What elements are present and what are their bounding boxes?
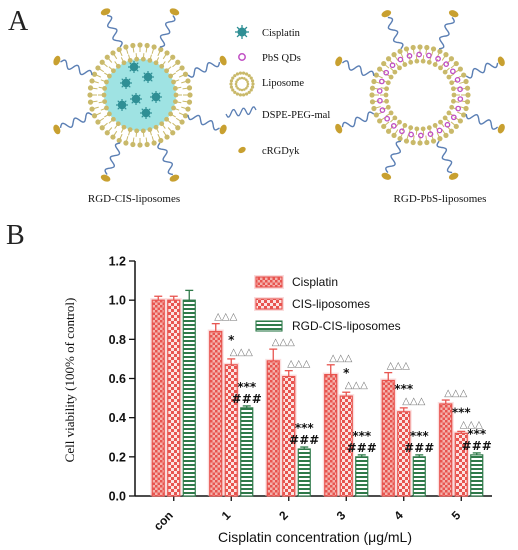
y-tick-label: 0.6: [109, 372, 126, 386]
bar-cisplatin-4: [381, 379, 395, 497]
significance-annotation: ###: [232, 392, 262, 406]
legend-swatch: [255, 298, 283, 310]
bar-cisplatin-5: [439, 403, 453, 497]
significance-annotation: ***: [237, 380, 257, 394]
bar-cis-liposomes-1: [224, 364, 238, 497]
x-tick-label: 4: [391, 508, 406, 523]
significance-annotation: ***: [452, 405, 472, 419]
liposome-icon: [229, 71, 255, 97]
bar-cisplatin-2: [266, 360, 280, 497]
panel-a-letter: A: [8, 6, 29, 37]
panel-b-letter: B: [6, 220, 25, 251]
significance-annotation: ***: [352, 429, 372, 443]
legend-label: RGD-CIS-liposomes: [292, 319, 401, 333]
bar-halo: [280, 374, 297, 496]
pbs-qd-icon: [238, 53, 246, 61]
y-tick-label: 1.2: [109, 255, 126, 269]
significance-annotation: *: [343, 366, 350, 380]
bar-halo: [453, 431, 470, 496]
bar-rgd-cis-liposomes-1: [240, 407, 254, 497]
significance-annotation: ###: [462, 439, 492, 453]
significance-annotation: ###: [347, 441, 377, 455]
schematic-legend-label: Liposome: [262, 78, 304, 89]
bar-rgd-cis-liposomes-2: [297, 448, 311, 497]
significance-annotation: ***: [295, 421, 315, 435]
significance-annotation: △△△: [272, 337, 295, 348]
bar-cis-liposomes-2: [282, 375, 296, 497]
cisplatin-icon: [235, 25, 249, 39]
significance-annotation: ***: [410, 429, 430, 443]
dspe-peg-mal-icon: [225, 106, 257, 118]
bar-halo: [165, 298, 182, 496]
bar-halo: [207, 329, 224, 496]
bar-rgd-cis-liposomes-3: [355, 456, 369, 497]
schematic-legend-label: DSPE-PEG-mal: [262, 110, 330, 121]
y-tick-label: 0.2: [109, 450, 126, 464]
y-tick-label: 0.8: [109, 333, 126, 347]
significance-annotation: △△△: [329, 353, 352, 364]
bar-cis-liposomes-4: [397, 411, 411, 497]
bar-halo: [223, 362, 240, 496]
schematic-legend-label: PbS QDs: [262, 53, 301, 64]
significance-annotation: △△△: [345, 380, 368, 391]
bar-cisplatin-3: [324, 373, 338, 497]
y-tick-label: 0.0: [109, 490, 126, 504]
legend-swatch: [255, 276, 283, 288]
bar-cis-liposomes-3: [339, 395, 353, 497]
x-axis-label: Cisplatin concentration (μg/mL): [218, 529, 412, 545]
rgd-cis-liposome-diagram: [53, 8, 227, 182]
schematic-legend-label: cRGDyk: [262, 146, 300, 157]
significance-annotation: △△△: [230, 347, 253, 358]
legend-label: Cisplatin: [292, 275, 338, 289]
legend-item: RGD-CIS-liposomes: [255, 319, 401, 333]
x-tick-label: con: [151, 508, 176, 533]
legend-item: CIS-liposomes: [254, 297, 370, 311]
bar-rgd-cis-liposomes-con: [182, 299, 196, 497]
legend-label: CIS-liposomes: [292, 297, 370, 311]
bar-halo: [265, 358, 282, 496]
crgdyk-icon: [238, 146, 246, 154]
schematic-legend-label: Cisplatin: [262, 28, 301, 39]
y-tick-label: 1.0: [109, 294, 126, 308]
significance-annotation: △△△: [287, 359, 310, 370]
y-axis-label: Cell viability (100% of control): [62, 298, 77, 463]
bar-halo: [380, 378, 397, 496]
y-tick-label: 0.4: [109, 411, 126, 425]
significance-annotation: △△△: [387, 361, 410, 372]
caption-rgd-pbs-liposomes: RGD-PbS-liposomes: [394, 193, 487, 205]
liposome-schematic: Cisplatin PbS QDs Liposome DSPE-PEG-mal cRGD…: [53, 8, 505, 205]
significance-annotation: ***: [467, 427, 487, 441]
bar-cis-liposomes-5: [454, 432, 468, 497]
significance-annotation: △△△: [460, 419, 483, 430]
schematic-legend: Cisplatin PbS QDs Liposome DSPE-PEG-mal cRGD…: [225, 25, 330, 157]
bar-halo: [322, 372, 339, 496]
bar-halo: [395, 409, 412, 496]
significance-annotation: △△△: [444, 388, 467, 399]
significance-annotation: △△△: [402, 396, 425, 407]
significance-annotation: *: [228, 333, 235, 347]
x-tick-label: 5: [449, 508, 464, 523]
significance-annotation: △△△: [214, 312, 237, 323]
x-tick-label: 3: [334, 508, 349, 523]
significance-annotation: ###: [404, 441, 434, 455]
caption-rgd-cis-liposomes: RGD-CIS-liposomes: [88, 193, 180, 205]
bar-cis-liposomes-con: [167, 299, 181, 497]
x-tick-label: 2: [276, 508, 291, 523]
bar-rgd-cis-liposomes-4: [412, 456, 426, 497]
significance-annotation: ###: [289, 433, 319, 447]
significance-annotation: ***: [394, 382, 414, 396]
bar-rgd-cis-liposomes-5: [470, 454, 484, 497]
bar-halo: [338, 394, 355, 496]
bar-cisplatin-1: [209, 330, 223, 497]
bar-halo: [437, 401, 454, 496]
rgd-pbs-liposome-diagram: [335, 10, 505, 180]
bar-halo: [150, 298, 167, 496]
legend-item: Cisplatin: [254, 275, 338, 289]
legend-swatch: [255, 320, 283, 332]
bar-cisplatin-con: [151, 299, 165, 497]
x-tick-label: 1: [219, 508, 234, 523]
